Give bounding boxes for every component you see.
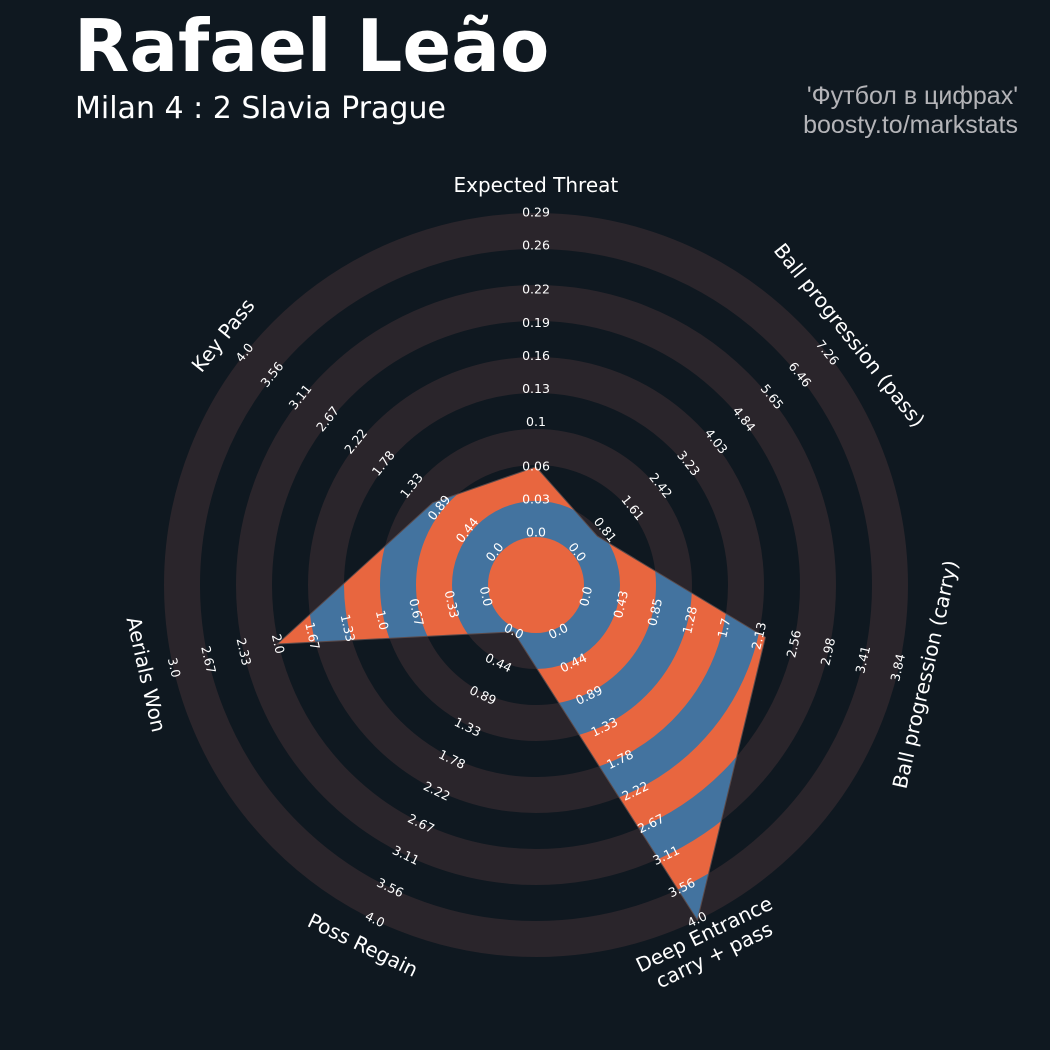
tick-label: 0.43 [610, 589, 631, 619]
tick-label: 2.67 [198, 644, 219, 674]
tick-label: 2.13 [748, 621, 769, 651]
center-circle [488, 537, 584, 633]
ring [236, 285, 836, 885]
tick-label: 1.7 [714, 617, 733, 640]
tick-label: 0.03 [522, 491, 550, 506]
param-label: Expected Threat [453, 172, 619, 197]
tick-label: 0.85 [644, 597, 665, 627]
tick-label: 2.33 [234, 636, 255, 666]
tick-label: 3.0 [165, 656, 184, 679]
tick-label: 0.29 [522, 205, 550, 220]
tick-label: 3.41 [852, 644, 873, 674]
tick-label: 3.84 [887, 652, 908, 683]
credit-line: boosty.to/markstats [803, 110, 1018, 139]
tick-label: 0.67 [406, 597, 427, 627]
credits: 'Футбол в цифрах' boosty.to/markstats [803, 82, 1018, 140]
chart-title: Rafael Leão [74, 4, 550, 88]
tick-label: 0.0 [526, 525, 546, 540]
tick-label: 0.0 [576, 585, 595, 608]
tick-label: 0.0 [477, 585, 496, 608]
ring [164, 213, 908, 957]
tick-label: 1.33 [338, 613, 359, 643]
ring [308, 357, 764, 813]
tick-label: 1.67 [302, 621, 323, 651]
tick-label: 0.22 [522, 282, 550, 297]
tick-label: 0.26 [522, 238, 550, 253]
tick-label: 2.56 [783, 629, 804, 660]
credit-line: 'Футбол в цифрах' [806, 82, 1018, 110]
tick-label: 0.19 [522, 315, 550, 330]
tick-label: 0.16 [522, 348, 550, 363]
radar-polygon [275, 466, 767, 922]
tick-label: 2.0 [269, 632, 288, 655]
tick-label: 1.0 [373, 609, 392, 632]
tick-label: 0.33 [442, 589, 463, 619]
tick-label: 2.98 [817, 636, 838, 667]
chart-subtitle: Milan 4 : 2 Slavia Prague [75, 91, 446, 126]
tick-label: 1.28 [679, 605, 700, 636]
tick-label: 0.1 [526, 414, 546, 429]
tick-label: 0.06 [522, 458, 550, 473]
tick-label: 0.13 [522, 381, 550, 396]
